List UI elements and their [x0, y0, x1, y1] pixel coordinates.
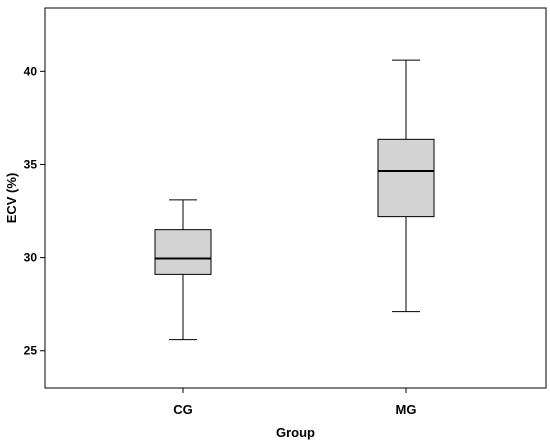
x-tick-label-mg: MG	[396, 402, 417, 417]
iqr-box	[377, 138, 435, 218]
x-axis-ticks: CG MG	[173, 388, 416, 417]
y-tick-label: 35	[24, 157, 38, 171]
box-mg	[377, 59, 435, 313]
x-tick-label-cg: CG	[173, 402, 193, 417]
y-tick-label: 40	[24, 64, 38, 78]
box-cg	[154, 199, 212, 341]
iqr-box	[154, 229, 212, 275]
box-group	[154, 59, 435, 341]
plot-frame	[44, 7, 547, 389]
y-tick-label: 25	[24, 344, 38, 358]
x-axis-title: Group	[276, 425, 315, 440]
y-axis-ticks: 25 30 35 40	[24, 64, 45, 358]
y-tick-label: 30	[24, 251, 38, 265]
y-axis-title: ECV (%)	[4, 173, 19, 224]
